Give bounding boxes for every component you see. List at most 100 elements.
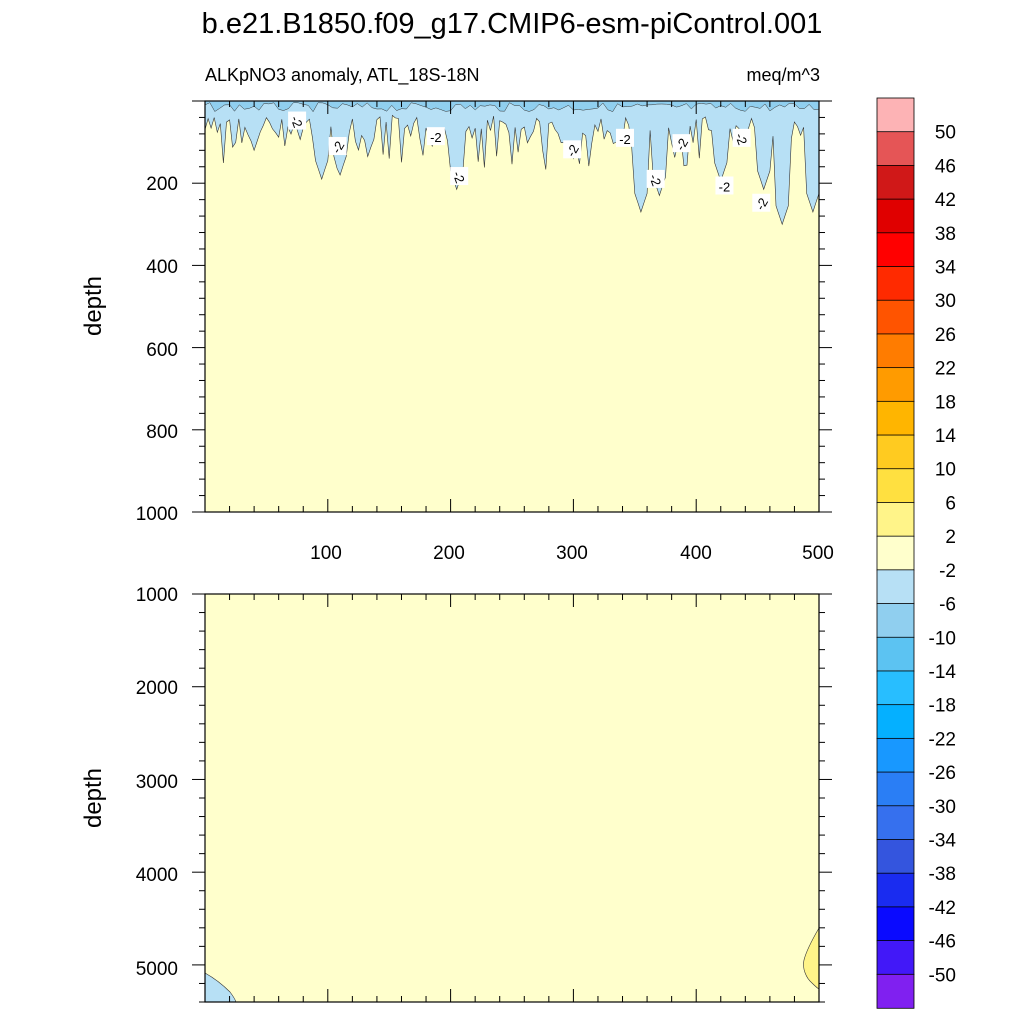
colorbar-swatch xyxy=(876,468,915,504)
colorbar-level-label: -42 xyxy=(929,898,956,919)
upper-contour-labels: -2 -2 -2 -2 -2 -2 -2 -2 -2 -2 -2 xyxy=(288,111,771,213)
upper-ytick-label: 600 xyxy=(146,340,178,361)
colorbar-swatch xyxy=(876,232,915,268)
figure-title: b.e21.B1850.f09_g17.CMIP6-esm-piControl.… xyxy=(202,8,823,40)
contour-label: -2 xyxy=(732,128,751,147)
colorbar-level-label: -2 xyxy=(939,561,956,582)
lower-ylabel: depth xyxy=(80,768,107,828)
svg-text:-2: -2 xyxy=(619,132,631,147)
upper-xtick-label: 200 xyxy=(433,543,465,564)
contour-label: -2 xyxy=(426,127,445,146)
colorbar-swatch xyxy=(876,266,915,301)
svg-text:-2: -2 xyxy=(646,172,664,188)
svg-text:-2: -2 xyxy=(430,130,442,145)
colorbar-level-label: 30 xyxy=(935,291,956,312)
colorbar-level-label: 34 xyxy=(935,258,957,279)
contour-label: -2 xyxy=(672,134,691,153)
colorbar-level-label: -6 xyxy=(939,595,956,616)
colorbar-swatch xyxy=(876,333,915,369)
colorbar-level-label: -30 xyxy=(929,797,956,818)
upper-strong-negative-anomaly-region xyxy=(204,100,820,113)
svg-text:-2: -2 xyxy=(719,179,731,194)
colorbar-swatch xyxy=(876,704,915,740)
contour-label: -2 xyxy=(288,111,307,130)
colorbar-swatch xyxy=(876,535,915,571)
colorbar-level-label: -34 xyxy=(929,831,957,852)
upper-ytick-label: 400 xyxy=(146,257,178,278)
lower-axis-ticks xyxy=(192,593,832,1003)
colorbar-swatch xyxy=(876,97,915,133)
contour-label: -2 xyxy=(450,167,469,185)
colorbar-level-label: -38 xyxy=(929,864,956,885)
colorbar-swatch xyxy=(876,569,915,605)
lower-ytick-label: 4000 xyxy=(136,865,178,886)
colorbar-level-label: -46 xyxy=(929,932,956,953)
svg-text:-2: -2 xyxy=(288,114,306,130)
colorbar-swatch xyxy=(876,670,915,706)
svg-text:-2: -2 xyxy=(732,131,750,147)
lower-ytick-label: 2000 xyxy=(136,678,178,699)
colorbar-level-label: -22 xyxy=(929,729,956,750)
colorbar-swatch xyxy=(876,771,915,807)
colorbar-swatch xyxy=(876,973,915,1009)
upper-ytick-label: 800 xyxy=(146,422,178,443)
colorbar-swatch xyxy=(876,872,915,908)
lower-right-positive-anomaly-patch xyxy=(803,926,820,990)
upper-panel: -2 -2 -2 -2 -2 -2 -2 -2 -2 -2 -2 200 400 600 800 1… xyxy=(80,100,834,564)
subtitle-left: ALKpNO3 anomaly, ATL_18S-18N xyxy=(205,65,479,86)
colorbar-level-label: 18 xyxy=(935,392,956,413)
colorbar-level-label: 14 xyxy=(935,426,957,447)
colorbar-level-label: 50 xyxy=(935,123,956,144)
colorbar-level-label: -18 xyxy=(929,696,956,717)
colorbar-level-label: -26 xyxy=(929,763,956,784)
colorbar-swatch xyxy=(876,636,915,672)
colorbar-level-label: -10 xyxy=(929,628,956,649)
colorbar-level-label: 10 xyxy=(935,460,956,481)
upper-xtick-label: 500 xyxy=(802,543,834,564)
upper-panel-frame xyxy=(204,100,820,513)
colorbar-level-label: 2 xyxy=(945,527,956,548)
contour-label: -2 xyxy=(615,128,634,147)
colorbar-level-label: 42 xyxy=(935,190,956,211)
upper-ylabel: depth xyxy=(80,276,107,336)
colorbar-level-label: 46 xyxy=(935,156,956,177)
subtitle-right: meq/m^3 xyxy=(747,65,820,85)
svg-text:-2: -2 xyxy=(450,169,468,185)
colorbar-level-label: 22 xyxy=(935,359,956,380)
colorbar-swatch xyxy=(876,603,915,638)
colorbar-swatch xyxy=(876,502,915,537)
colorbar-swatch xyxy=(876,198,915,234)
colorbar-swatch xyxy=(876,400,915,436)
colorbar-level-label: 38 xyxy=(935,224,956,245)
upper-xtick-label: 400 xyxy=(680,543,712,564)
colorbar-level-label: 6 xyxy=(945,493,956,514)
lower-ytick-label: 3000 xyxy=(136,772,178,793)
colorbar-swatch xyxy=(876,839,915,874)
colorbar-level-label: -14 xyxy=(929,662,957,683)
lower-ytick-label: 1000 xyxy=(136,585,178,606)
lower-panel: 1000 2000 3000 4000 5000 depth xyxy=(80,585,832,1003)
colorbar-swatch xyxy=(876,805,915,841)
colorbar-swatch xyxy=(876,940,915,975)
lower-left-negative-anomaly-patch xyxy=(204,972,237,1003)
colorbar-level-label: 26 xyxy=(935,325,956,346)
lower-panel-background xyxy=(205,594,819,1002)
colorbar-swatch xyxy=(876,131,915,167)
upper-ytick-label: 1000 xyxy=(136,504,178,525)
upper-xtick-label: 300 xyxy=(556,543,588,564)
contour-label: -2 xyxy=(752,193,771,213)
upper-ytick-label: 200 xyxy=(146,174,178,195)
colorbar-swatch xyxy=(876,434,915,470)
colorbar-swatch xyxy=(876,906,915,942)
colorbar-swatch xyxy=(876,367,915,403)
contour-label: -2 xyxy=(646,169,665,188)
colorbar-level-label: -50 xyxy=(929,965,956,986)
colorbar-swatch xyxy=(876,737,915,773)
contour-label: -2 xyxy=(563,140,582,159)
colorbar: 50 46 42 38 34 30 26 22 18 14 10 6 2 -2 -6 -10 -14 -18 -22… xyxy=(876,97,957,1009)
contour-label: -2 xyxy=(715,176,734,195)
upper-axis-ticks xyxy=(192,100,832,513)
upper-xtick-label: 100 xyxy=(310,543,342,564)
contour-label: -2 xyxy=(328,137,347,156)
